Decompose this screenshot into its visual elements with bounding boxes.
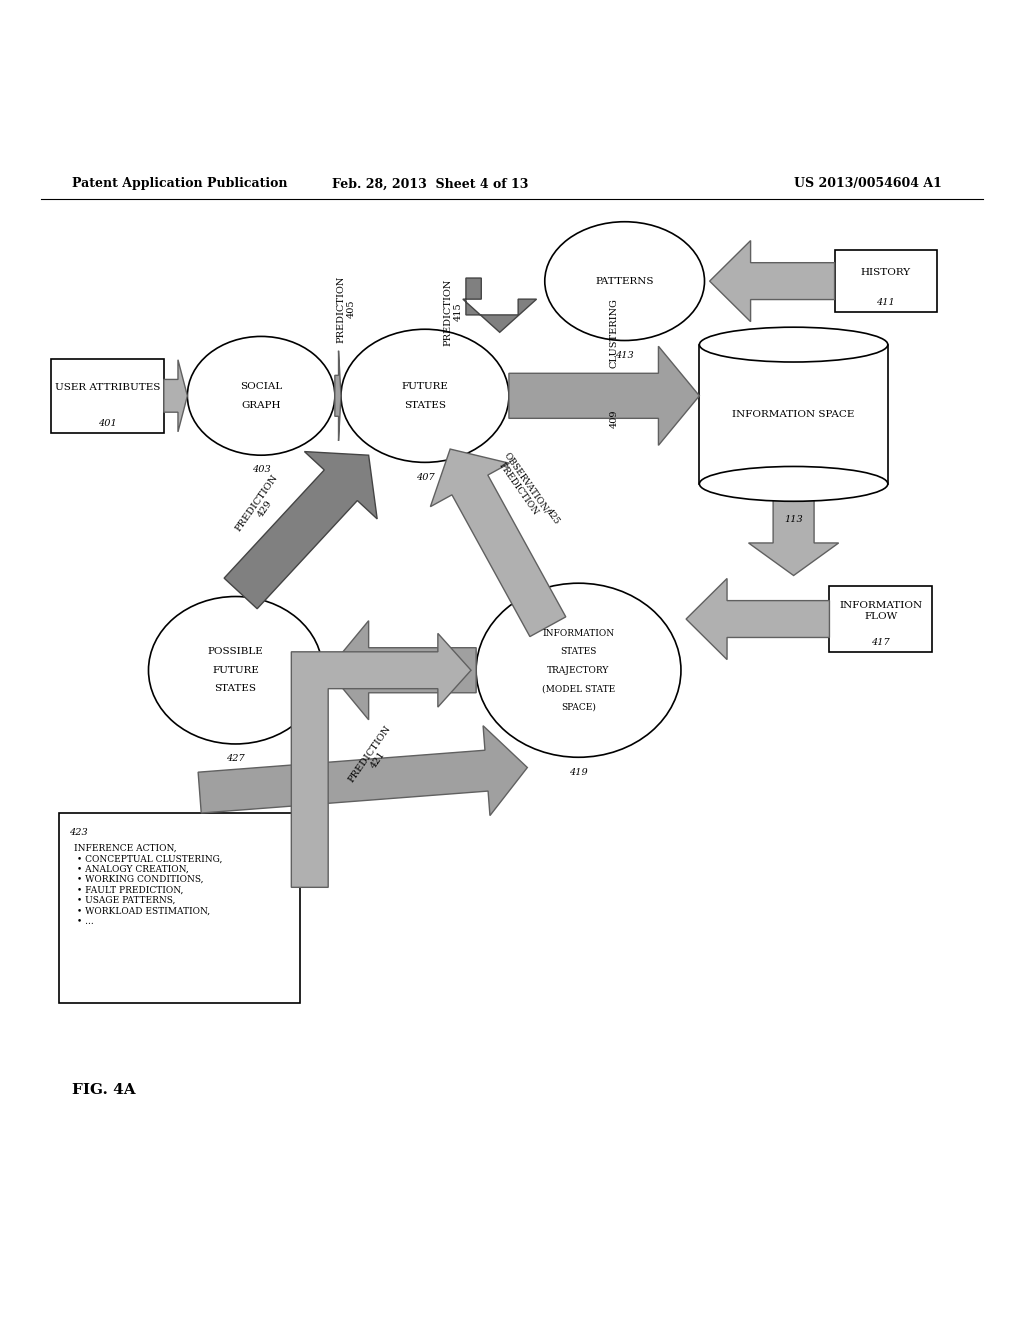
FancyBboxPatch shape <box>51 359 164 433</box>
Polygon shape <box>335 351 341 441</box>
Text: SPACE): SPACE) <box>561 702 596 711</box>
Text: PATTERNS: PATTERNS <box>595 277 654 285</box>
Text: 427: 427 <box>226 754 245 763</box>
Polygon shape <box>198 726 527 816</box>
Text: INFERENCE ACTION,
 • CONCEPTUAL CLUSTERING,
 • ANALOGY CREATION,
 • WORKING COND: INFERENCE ACTION, • CONCEPTUAL CLUSTERIN… <box>74 843 222 925</box>
Polygon shape <box>710 240 835 322</box>
Text: OBSERVATION/
PREDICTION: OBSERVATION/ PREDICTION <box>494 450 551 521</box>
Ellipse shape <box>187 337 335 455</box>
Text: 403: 403 <box>252 466 270 474</box>
Text: 419: 419 <box>569 767 588 776</box>
Text: 407: 407 <box>416 473 434 482</box>
Text: Patent Application Publication: Patent Application Publication <box>72 177 287 190</box>
Polygon shape <box>749 494 839 576</box>
Text: 425: 425 <box>545 507 561 527</box>
Text: FUTURE: FUTURE <box>401 381 449 391</box>
Text: INFORMATION SPACE: INFORMATION SPACE <box>732 409 855 418</box>
Polygon shape <box>430 449 566 636</box>
Text: PREDICTION
405: PREDICTION 405 <box>337 275 355 343</box>
Polygon shape <box>509 346 699 445</box>
Text: FIG. 4A: FIG. 4A <box>72 1084 135 1097</box>
Text: USER ATTRIBUTES: USER ATTRIBUTES <box>55 383 160 392</box>
Text: PREDICTION
421: PREDICTION 421 <box>346 725 401 791</box>
Polygon shape <box>164 360 187 432</box>
Text: 411: 411 <box>877 298 895 306</box>
FancyBboxPatch shape <box>58 813 299 1002</box>
Polygon shape <box>686 578 829 660</box>
Polygon shape <box>328 620 476 719</box>
FancyBboxPatch shape <box>835 251 937 312</box>
Text: INFORMATION: INFORMATION <box>543 628 614 638</box>
Polygon shape <box>749 329 839 346</box>
Ellipse shape <box>476 583 681 758</box>
Text: TRAJECTORY: TRAJECTORY <box>548 665 609 675</box>
Text: 417: 417 <box>871 638 890 647</box>
Ellipse shape <box>699 466 888 502</box>
Text: FUTURE: FUTURE <box>212 665 259 675</box>
FancyBboxPatch shape <box>829 586 932 652</box>
Text: GRAPH: GRAPH <box>242 400 281 409</box>
Text: HISTORY: HISTORY <box>861 268 910 277</box>
Text: STATES: STATES <box>214 684 257 693</box>
Ellipse shape <box>545 222 705 341</box>
Text: PREDICTION
429: PREDICTION 429 <box>233 474 289 540</box>
Text: 413: 413 <box>615 351 634 360</box>
Text: STATES: STATES <box>403 400 446 409</box>
Text: 113: 113 <box>784 515 803 524</box>
Polygon shape <box>224 451 377 609</box>
Text: STATES: STATES <box>560 647 597 656</box>
Polygon shape <box>291 634 471 887</box>
Ellipse shape <box>699 327 888 362</box>
Text: 401: 401 <box>98 418 117 428</box>
Text: US 2013/0054604 A1: US 2013/0054604 A1 <box>795 177 942 190</box>
Text: POSSIBLE: POSSIBLE <box>208 647 263 656</box>
Text: PREDICTION
415: PREDICTION 415 <box>443 279 463 346</box>
Text: INFORMATION
FLOW: INFORMATION FLOW <box>839 601 923 620</box>
Text: SOCIAL: SOCIAL <box>240 381 283 391</box>
Text: (MODEL STATE: (MODEL STATE <box>542 684 615 693</box>
Text: CLUSTERING: CLUSTERING <box>610 298 618 368</box>
Text: 409: 409 <box>610 409 618 428</box>
Text: 423: 423 <box>69 829 88 837</box>
FancyBboxPatch shape <box>699 345 888 484</box>
Ellipse shape <box>148 597 323 744</box>
Polygon shape <box>463 279 537 333</box>
Ellipse shape <box>341 329 509 462</box>
Text: Feb. 28, 2013  Sheet 4 of 13: Feb. 28, 2013 Sheet 4 of 13 <box>332 177 528 190</box>
